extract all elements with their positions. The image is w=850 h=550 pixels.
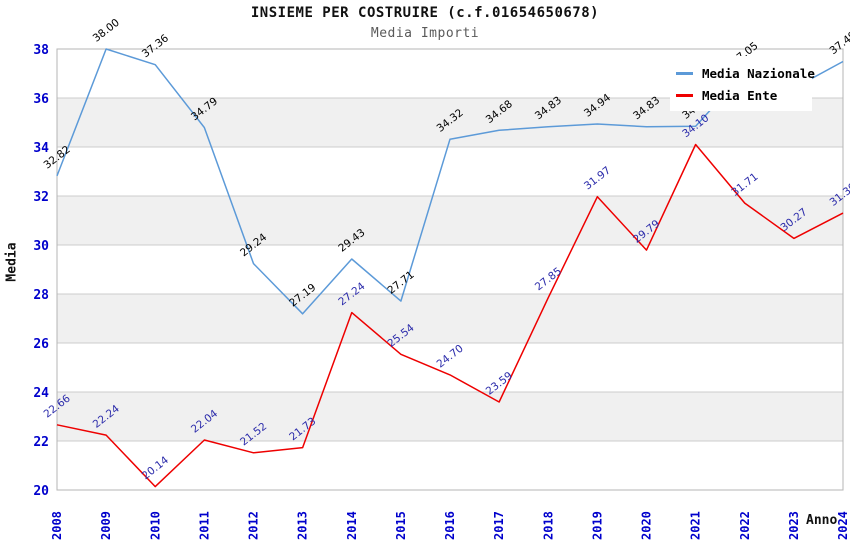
y-tick-label: 32 xyxy=(33,190,49,205)
y-tick-label: 26 xyxy=(33,337,49,352)
legend-label: Media Ente xyxy=(702,88,778,103)
x-tick-label: 2022 xyxy=(738,511,752,540)
legend: Media Nazionale Media Ente xyxy=(670,56,815,111)
data-point-label: 27.85 xyxy=(533,265,564,293)
plot-band xyxy=(57,392,843,441)
x-axis-title: Anno xyxy=(806,513,838,528)
y-tick-label: 34 xyxy=(33,141,49,156)
data-point-label: 24.70 xyxy=(435,343,466,371)
plot-band xyxy=(57,196,843,245)
data-point-label: 31.71 xyxy=(729,171,760,199)
y-tick-label: 36 xyxy=(33,92,49,107)
x-tick-label: 2017 xyxy=(492,511,506,540)
chart-title: INSIEME PER COSTRUIRE (c.f.01654650678) xyxy=(250,5,600,21)
data-point-label: 31.30 xyxy=(828,181,850,209)
x-tick-label: 2023 xyxy=(787,511,801,540)
chart-subtitle: Media Importi xyxy=(370,26,480,41)
data-point-label: 20.14 xyxy=(140,454,171,482)
data-point-label: 27.71 xyxy=(385,269,416,297)
y-tick-label: 38 xyxy=(33,43,49,58)
y-tick-label: 28 xyxy=(33,288,49,303)
y-tick-label: 30 xyxy=(33,239,49,254)
x-tick-label: 2011 xyxy=(197,511,211,540)
data-point-label: 37.36 xyxy=(140,32,171,60)
x-tick-label: 2010 xyxy=(148,511,162,540)
legend-item-media-nazionale: Media Nazionale xyxy=(676,66,815,81)
y-tick-label: 22 xyxy=(33,435,49,450)
y-tick-label: 20 xyxy=(33,484,49,499)
data-point-label: 38.00 xyxy=(91,17,122,45)
x-tick-label: 2014 xyxy=(345,511,359,540)
legend-label: Media Nazionale xyxy=(702,66,815,81)
data-point-label: 31.97 xyxy=(582,164,613,192)
plot-frame xyxy=(56,48,844,491)
x-tick-label: 2015 xyxy=(394,511,408,540)
x-tick-label: 2009 xyxy=(99,511,113,540)
x-tick-label: 2013 xyxy=(296,511,310,540)
legend-item-media-ente: Media Ente xyxy=(676,88,806,103)
y-axis-title: Media xyxy=(4,242,20,282)
plot-band xyxy=(57,294,843,343)
x-tick-label: 2012 xyxy=(247,511,261,540)
media-ente-line-swatch-icon xyxy=(676,94,693,97)
x-tick-label: 2021 xyxy=(689,511,703,540)
x-tick-label: 2020 xyxy=(640,511,654,540)
media-nazionale-line-swatch-icon xyxy=(676,72,693,75)
x-tick-label: 2018 xyxy=(541,511,555,540)
series-line-media-ente xyxy=(56,143,844,488)
x-tick-label: 2024 xyxy=(836,511,850,540)
x-tick-label: 2019 xyxy=(590,511,604,540)
x-tick-label: 2008 xyxy=(50,511,64,540)
data-point-label: 37.49 xyxy=(828,29,850,57)
x-tick-label: 2016 xyxy=(443,511,457,540)
y-tick-label: 24 xyxy=(33,386,49,401)
